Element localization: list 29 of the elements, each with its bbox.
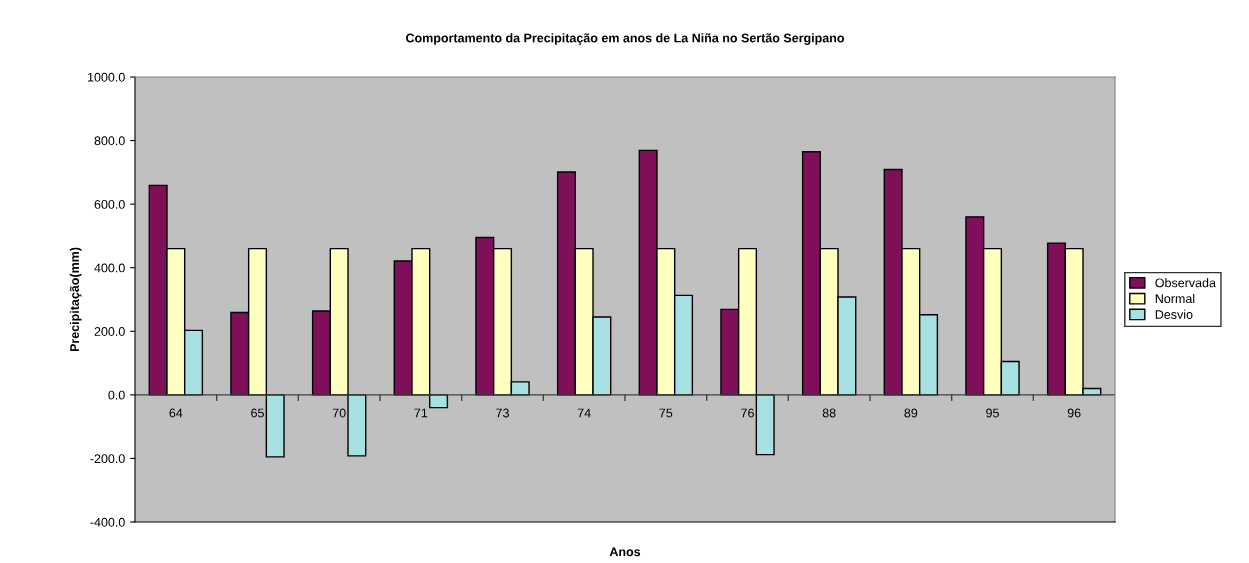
legend-label: Observada <box>1155 278 1216 288</box>
y-tick-label: -400.0 <box>90 517 125 527</box>
x-axis-title: Anos <box>609 547 641 557</box>
x-tick-label: 96 <box>1067 408 1081 418</box>
bar <box>265 394 285 458</box>
y-tick-label: 200.0 <box>94 327 125 336</box>
bar <box>347 394 367 457</box>
y-axis-title: Precipitação(mm) <box>69 247 82 352</box>
x-tick-label: 76 <box>741 408 754 418</box>
legend-label: Desvio <box>1155 309 1193 319</box>
x-tick-label: 74 <box>577 408 591 418</box>
x-tick-label: 64 <box>169 408 183 418</box>
x-tick-label: 89 <box>904 408 918 418</box>
y-tick-label: -200.0 <box>90 454 125 464</box>
x-tick-label: 88 <box>822 408 836 418</box>
y-tick-label: 800.0 <box>94 136 125 146</box>
x-tick-label: 95 <box>986 408 999 418</box>
y-tick-label: 400.0 <box>94 263 125 273</box>
x-tick-label: 75 <box>659 408 673 418</box>
x-tick-label: 71 <box>414 408 428 418</box>
chart-title: Comportamento da Precipitação em anos de La Niña no Sertão Sergipano <box>406 33 845 45</box>
bar <box>755 394 775 456</box>
x-tick-label: 73 <box>496 408 509 418</box>
y-tick-label: 1000.0 <box>88 72 125 82</box>
legend-label: Normal <box>1155 293 1195 304</box>
y-tick-label: 0.0 <box>108 390 125 400</box>
y-tick-label: 600.0 <box>94 199 125 209</box>
x-tick-label: 70 <box>332 408 346 418</box>
x-tick-label: 65 <box>251 408 264 418</box>
